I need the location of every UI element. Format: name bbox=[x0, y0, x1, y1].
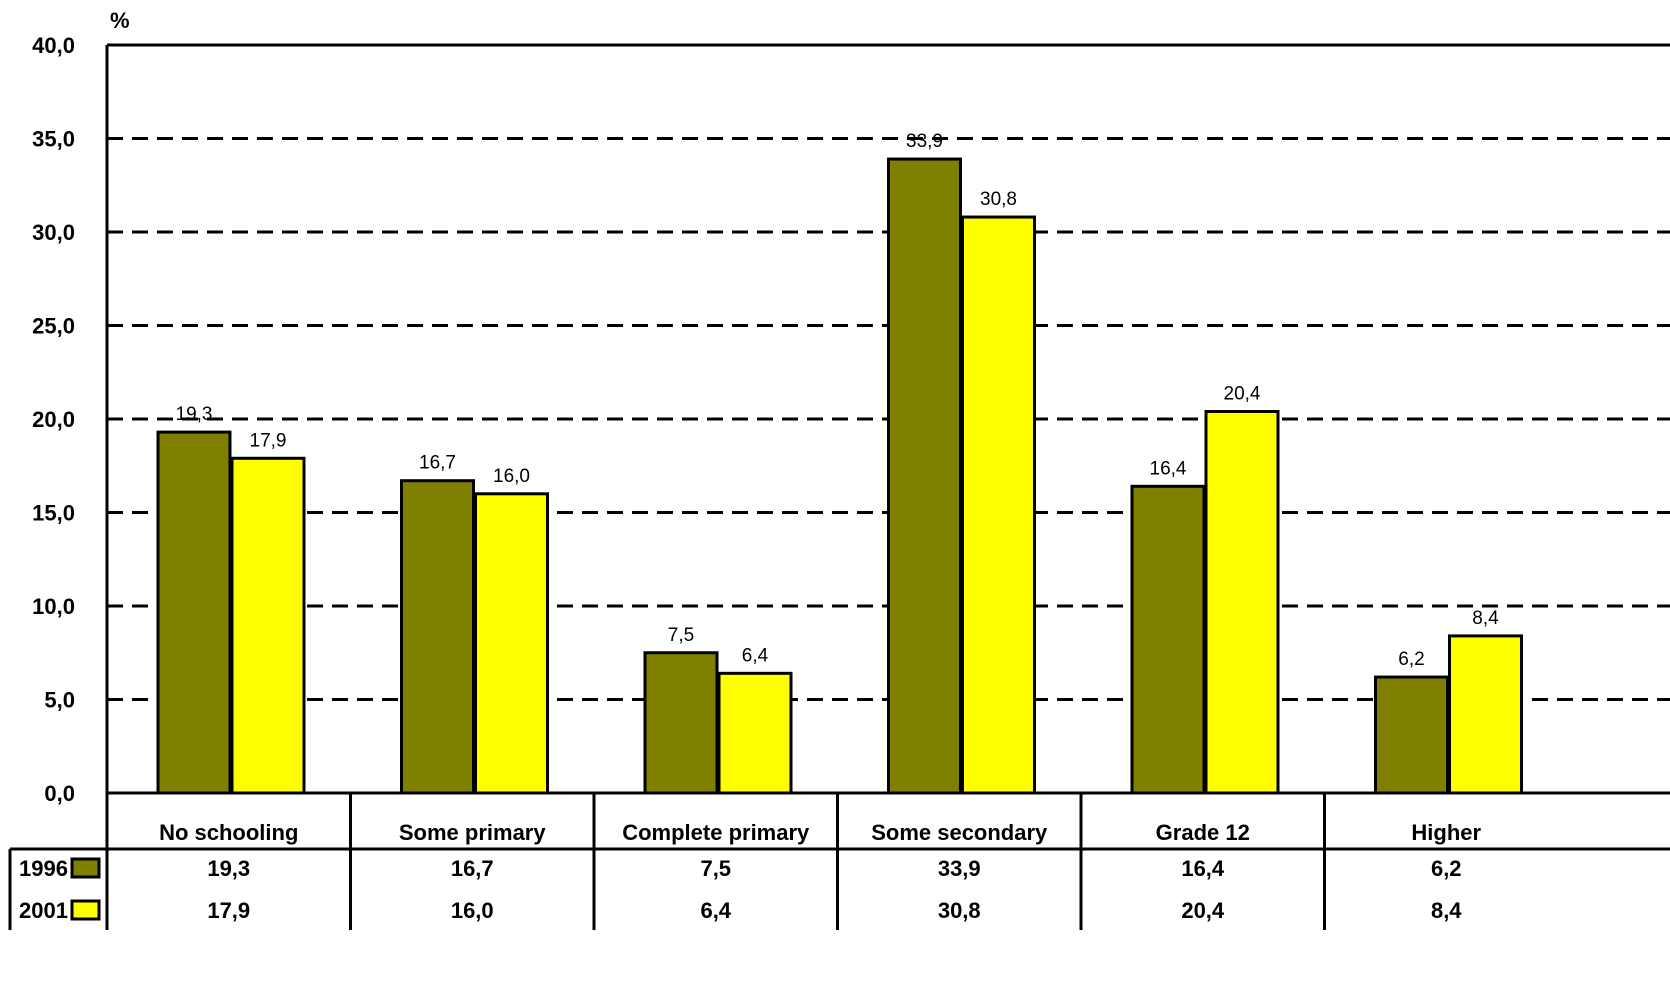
bar-2001 bbox=[1448, 634, 1523, 795]
bar-1996 bbox=[643, 651, 719, 795]
table-value-1996: 16,4 bbox=[1181, 856, 1225, 881]
y-tick-label: 40,0 bbox=[32, 33, 75, 58]
bar-2001 bbox=[961, 215, 1036, 795]
category-label: No schooling bbox=[159, 820, 298, 845]
y-tick-label: 10,0 bbox=[32, 594, 75, 619]
data-label: 33,9 bbox=[906, 131, 943, 152]
y-tick-label: 0,0 bbox=[44, 781, 75, 806]
table-value-2001: 16,0 bbox=[451, 898, 494, 923]
category-label: Some secondary bbox=[871, 820, 1048, 845]
table-value-2001: 6,4 bbox=[700, 898, 731, 923]
bar-2001 bbox=[230, 456, 306, 795]
table-value-1996: 19,3 bbox=[207, 856, 250, 881]
y-tick-label: 35,0 bbox=[32, 127, 75, 152]
table-value-1996: 33,9 bbox=[938, 856, 981, 881]
table-value-2001: 8,4 bbox=[1431, 898, 1462, 923]
legend-swatch-1996 bbox=[70, 857, 101, 879]
legend-label-2001: 2001 bbox=[19, 898, 68, 923]
data-label: 19,3 bbox=[176, 404, 213, 425]
data-label: 30,8 bbox=[980, 189, 1017, 210]
data-label: 7,5 bbox=[668, 625, 694, 646]
y-tick-label: 30,0 bbox=[32, 220, 75, 245]
table-value-1996: 6,2 bbox=[1431, 856, 1462, 881]
bar-1996 bbox=[400, 479, 475, 795]
category-label: Higher bbox=[1411, 820, 1481, 845]
bar-2001 bbox=[474, 492, 549, 795]
table-value-1996: 16,7 bbox=[451, 856, 494, 881]
y-axis-unit-label: % bbox=[110, 8, 130, 33]
category-label: Grade 12 bbox=[1156, 820, 1250, 845]
data-label: 16,0 bbox=[493, 466, 530, 487]
y-tick-label: 15,0 bbox=[32, 501, 75, 526]
data-label: 16,7 bbox=[419, 453, 456, 474]
bar-1996 bbox=[1374, 675, 1449, 795]
data-label: 8,4 bbox=[1472, 608, 1499, 629]
y-tick-label: 5,0 bbox=[44, 688, 75, 713]
table-value-2001: 20,4 bbox=[1181, 898, 1225, 923]
bar-1996 bbox=[887, 157, 962, 795]
category-label: Some primary bbox=[399, 820, 546, 845]
y-tick-label: 20,0 bbox=[32, 407, 75, 432]
bar-2001 bbox=[717, 671, 793, 795]
data-label: 16,4 bbox=[1150, 458, 1187, 479]
data-label: 6,4 bbox=[742, 645, 769, 666]
table-value-2001: 17,9 bbox=[207, 898, 250, 923]
category-label: Complete primary bbox=[622, 820, 810, 845]
bar-1996 bbox=[1130, 484, 1206, 795]
bars bbox=[156, 157, 1523, 795]
data-label: 6,2 bbox=[1398, 649, 1424, 670]
data-table: No schooling 19,3 17,9 Some primary 16,7 16,0… bbox=[8, 793, 1670, 930]
data-labels: 19,3 17,9 16,7 16,0 7,5 6,4 33,9 30,8 16,4 20,4 6,… bbox=[176, 131, 1500, 670]
table-value-1996: 7,5 bbox=[700, 856, 731, 881]
table-value-2001: 30,8 bbox=[938, 898, 981, 923]
legend-swatch-2001 bbox=[70, 899, 101, 921]
bar-1996 bbox=[156, 430, 232, 795]
data-label: 17,9 bbox=[250, 430, 287, 451]
y-tick-label: 25,0 bbox=[32, 314, 75, 339]
legend-label-1996: 1996 bbox=[19, 856, 68, 881]
bar-2001 bbox=[1204, 410, 1280, 795]
data-label: 20,4 bbox=[1224, 384, 1261, 405]
